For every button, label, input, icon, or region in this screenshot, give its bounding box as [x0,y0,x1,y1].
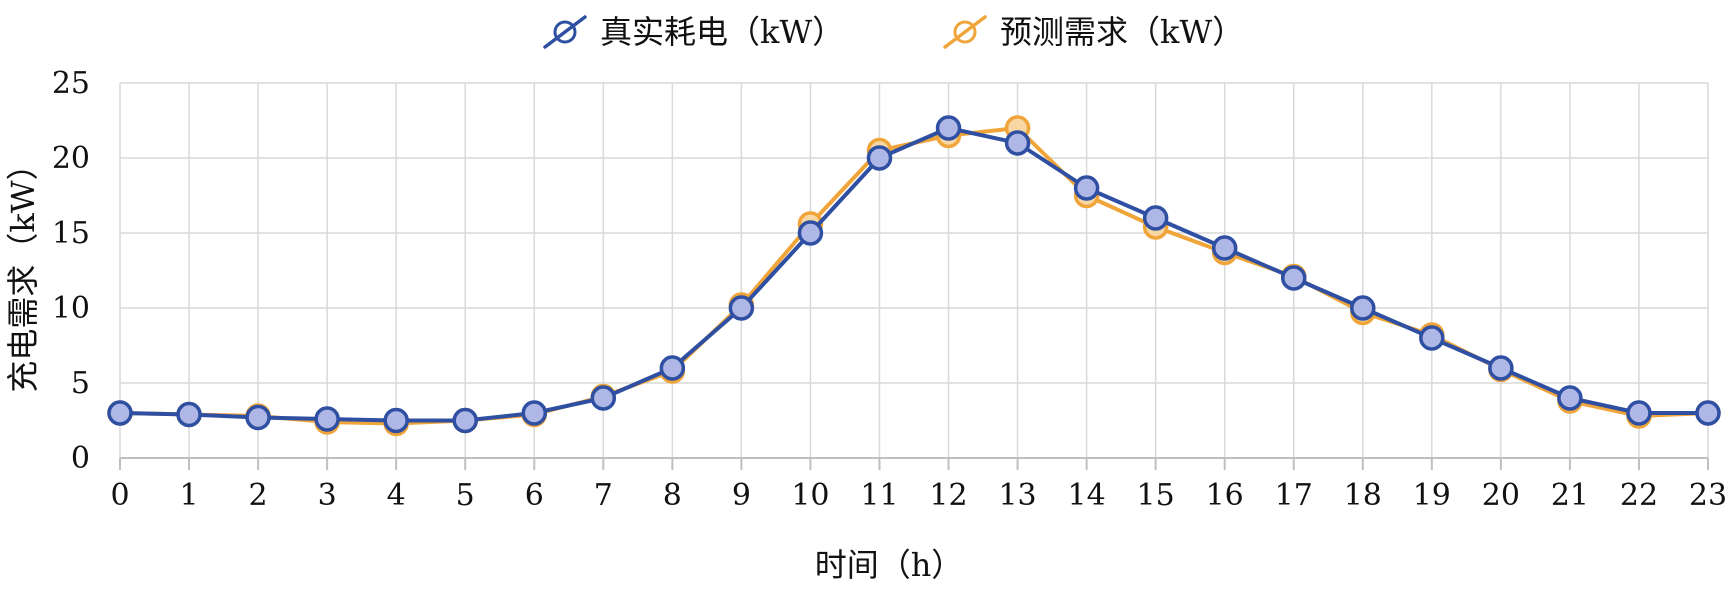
data-point [1004,130,1031,156]
series-line [118,126,1710,423]
y-tick-label: 5 [71,366,90,401]
data-point [1211,235,1238,261]
x-tick-label: 20 [1482,478,1520,513]
legend-label: 真实耗电（kW） [600,13,844,51]
series-line [118,126,1710,426]
x-tick-label: 23 [1689,478,1727,513]
legend-line [943,15,987,49]
data-point [590,385,617,411]
y-axis-title: 充电需求（kW） [4,148,42,392]
legend-label: 预测需求（kW） [1000,13,1244,51]
axes [119,457,1709,470]
legend-item: 预测需求（kW） [943,13,1244,51]
data-point [797,220,824,246]
y-tick-label: 25 [52,66,90,101]
x-tick-label: 19 [1413,478,1451,513]
data-point [1626,400,1652,426]
data-point [1280,265,1307,291]
x-tick-label: 21 [1551,478,1589,513]
x-tick-label: 7 [594,478,613,513]
x-axis-ticks: 0 1 2 3 4 5 6 7 8 9 10 11 12 13 14 15 16 17 18 19 20 21 22 23 [110,478,1727,513]
data-point [866,145,893,171]
data-point [659,355,686,381]
x-tick-label: 15 [1137,478,1175,513]
x-tick-label: 10 [791,478,829,513]
data-point [521,400,548,426]
x-tick-label: 2 [249,478,268,513]
y-tick-label: 0 [71,441,90,476]
x-tick-label: 3 [318,478,337,513]
data-point [107,400,133,426]
x-tick-label: 11 [860,478,898,513]
data-point [176,401,202,428]
data-point [383,407,409,434]
y-axis-ticks: 0 5 10 15 20 25 [52,66,90,476]
y-tick-label: 10 [52,291,90,326]
legend-line [543,15,587,49]
data-point [1695,400,1721,426]
x-tick-label: 17 [1275,478,1313,513]
data-point [1350,295,1376,321]
legend: 真实耗电（kW） 预测需求（kW） [543,13,1244,51]
data-point [452,407,478,434]
x-tick-label: 18 [1344,478,1382,513]
x-tick-label: 8 [663,478,682,513]
x-tick-label: 5 [456,478,475,513]
x-tick-label: 1 [179,478,198,513]
plot-area [107,115,1721,437]
data-point [245,404,271,431]
x-tick-label: 4 [387,478,406,513]
series-1 [107,115,1721,437]
x-tick-label: 22 [1620,478,1658,513]
data-point [1142,205,1169,231]
x-tick-label: 14 [1068,478,1106,513]
x-tick-label: 16 [1206,478,1244,513]
data-point [728,295,755,321]
y-tick-label: 15 [52,216,90,251]
y-tick-label: 20 [52,141,90,176]
series-0 [107,115,1721,434]
data-point [1557,385,1583,411]
x-tick-label: 0 [110,478,129,513]
x-tick-label: 12 [929,478,967,513]
gridlines [119,82,1709,459]
data-point [1419,325,1445,351]
data-point [935,115,962,141]
x-tick-label: 9 [732,478,751,513]
x-tick-label: 6 [525,478,544,513]
legend-item: 真实耗电（kW） [543,13,844,51]
x-axis-title: 时间（h） [815,546,964,584]
data-point [1488,355,1514,381]
data-point [1073,175,1100,201]
data-point [314,406,340,432]
x-tick-label: 13 [998,478,1036,513]
